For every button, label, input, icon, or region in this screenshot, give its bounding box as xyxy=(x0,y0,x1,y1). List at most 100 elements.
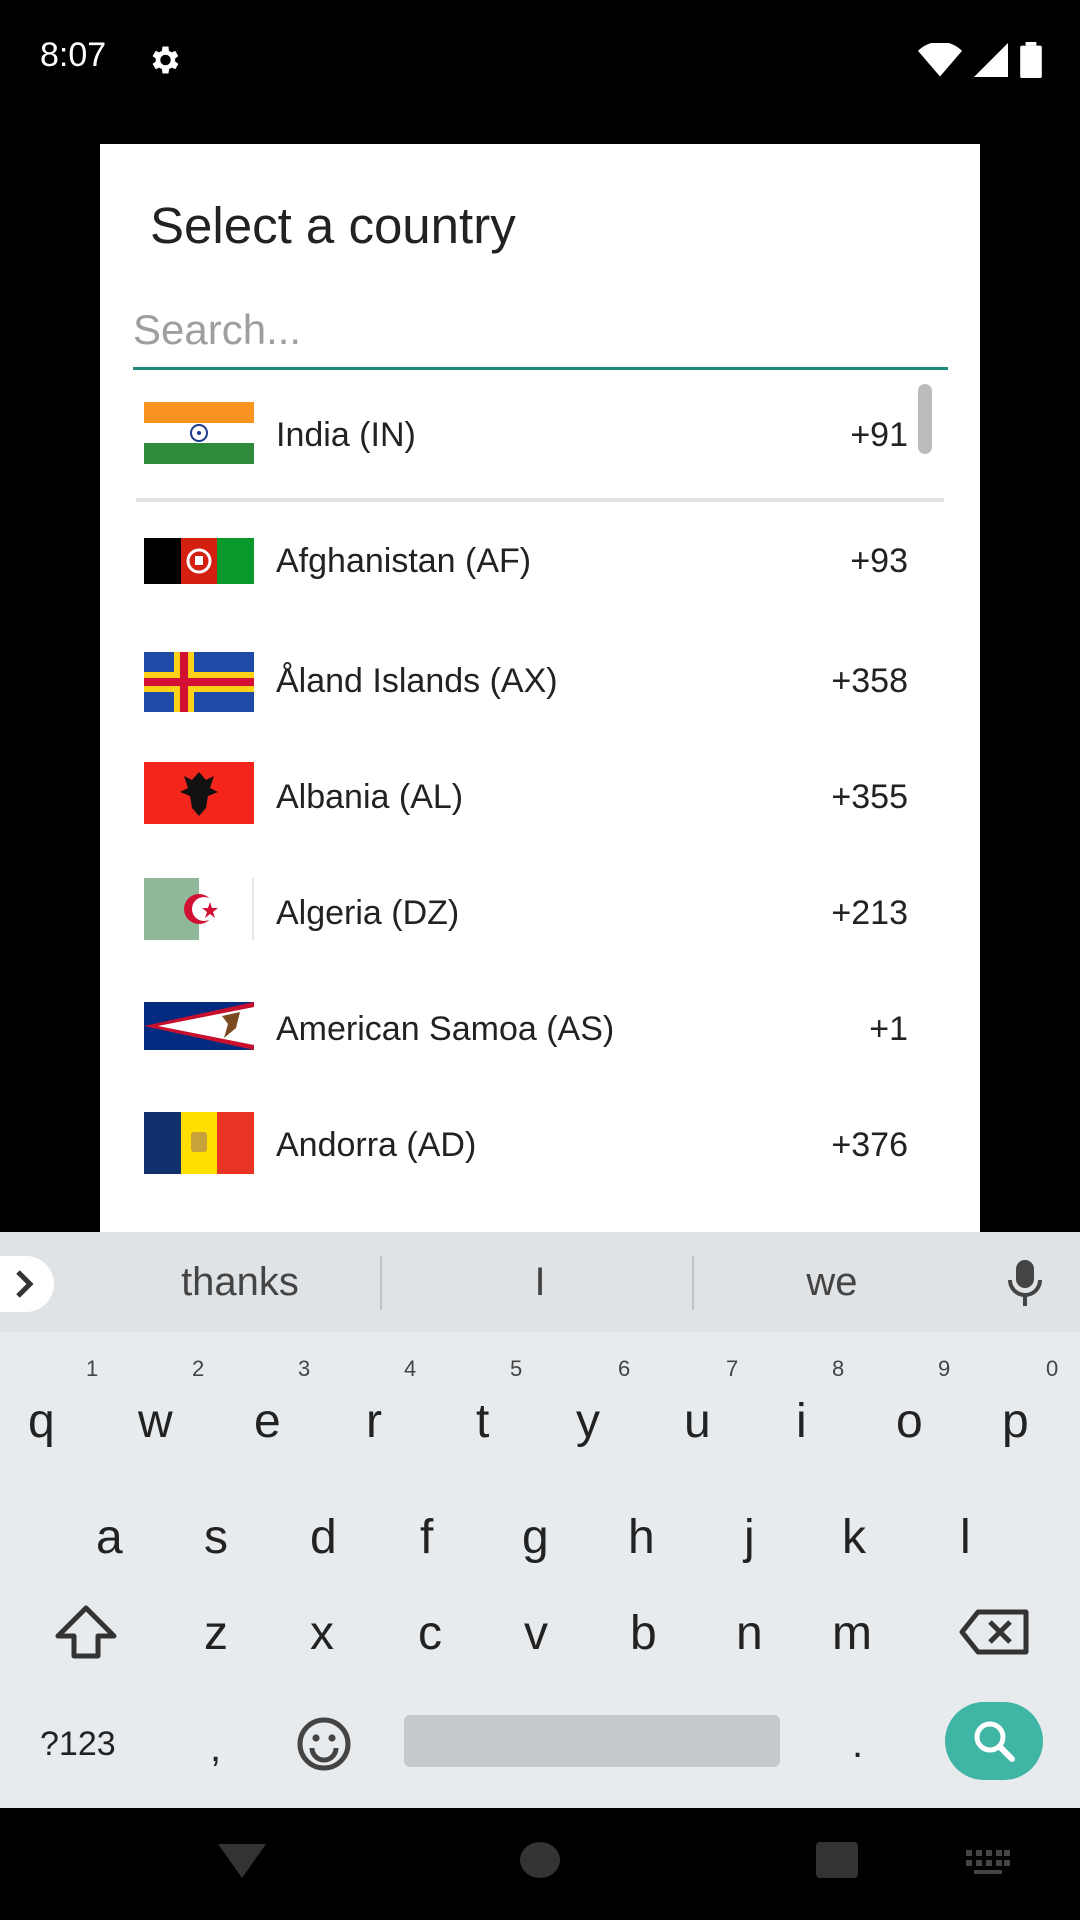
country-name: Afghanistan (AF) xyxy=(276,542,532,580)
key-g[interactable]: g xyxy=(522,1511,549,1564)
country-row-afghanistan[interactable]: Afghanistan (AF) +93 xyxy=(100,504,980,620)
key-b[interactable]: b xyxy=(630,1607,657,1660)
status-icons xyxy=(918,42,1042,78)
country-name: Åland Islands (AX) xyxy=(276,662,558,700)
soft-keyboard: thanks I we q 1 w 2 e 3 r 4 t 5 y 6 u 7 … xyxy=(0,1232,1080,1808)
country-row-albania[interactable]: Albania (AL) +355 xyxy=(100,736,980,852)
emoji-icon[interactable] xyxy=(296,1716,352,1772)
recents-icon[interactable] xyxy=(816,1842,858,1878)
flag-andorra-icon xyxy=(144,1112,254,1174)
symbols-key[interactable]: ?123 xyxy=(40,1725,116,1763)
key-hint: 5 xyxy=(510,1356,523,1381)
chevron-right-icon xyxy=(16,1270,34,1298)
country-name: American Samoa (AS) xyxy=(276,1010,615,1048)
dial-code: +358 xyxy=(831,662,908,700)
country-row-andorra[interactable]: Andorra (AD) +376 xyxy=(100,1084,980,1200)
key-hint: 2 xyxy=(192,1356,205,1381)
key-n[interactable]: n xyxy=(736,1607,763,1660)
key-hint: 7 xyxy=(726,1356,739,1381)
key-d[interactable]: d xyxy=(310,1511,337,1564)
key-hint: 4 xyxy=(404,1356,417,1381)
gear-icon xyxy=(152,46,179,74)
flag-albania-icon xyxy=(144,762,254,824)
dial-code: +355 xyxy=(831,778,908,816)
suggestion-separator xyxy=(692,1256,694,1310)
country-name: Algeria (DZ) xyxy=(276,894,460,932)
dial-code: +376 xyxy=(831,1126,908,1164)
suggestion-3[interactable]: we xyxy=(806,1260,858,1304)
key-t[interactable]: t xyxy=(476,1395,490,1448)
navigation-bar xyxy=(0,1808,1080,1920)
key-hint: 3 xyxy=(298,1356,311,1381)
key-y[interactable]: y xyxy=(576,1395,600,1448)
period-key[interactable]: . xyxy=(852,1722,864,1766)
key-hint: 6 xyxy=(618,1356,631,1381)
country-row-american-samoa[interactable]: American Samoa (AS) +1 xyxy=(100,968,980,1084)
shift-icon[interactable] xyxy=(54,1604,118,1664)
country-name: India (IN) xyxy=(276,416,416,454)
key-m[interactable]: m xyxy=(832,1607,872,1660)
flag-afghanistan-icon xyxy=(144,538,254,584)
key-q[interactable]: q xyxy=(28,1395,55,1448)
key-hint: 1 xyxy=(86,1356,99,1381)
country-row-india[interactable]: India (IN) +91 xyxy=(100,380,980,496)
key-j[interactable]: j xyxy=(744,1511,755,1564)
flag-american-samoa-icon xyxy=(144,1002,254,1050)
key-e[interactable]: e xyxy=(254,1395,281,1448)
status-time: 8:07 xyxy=(40,36,107,74)
key-x[interactable]: x xyxy=(310,1607,334,1660)
home-icon[interactable] xyxy=(520,1842,560,1878)
signal-icon xyxy=(974,43,1008,77)
key-k[interactable]: k xyxy=(842,1511,866,1564)
key-s[interactable]: s xyxy=(204,1511,228,1564)
key-hint: 9 xyxy=(938,1356,951,1381)
dial-code: +93 xyxy=(850,542,908,580)
divider xyxy=(136,498,944,502)
key-h[interactable]: h xyxy=(628,1511,655,1564)
suggestion-separator xyxy=(380,1256,382,1310)
search-icon xyxy=(974,1721,1015,1762)
key-l[interactable]: l xyxy=(960,1511,971,1564)
dial-code: +1 xyxy=(869,1010,908,1048)
key-u[interactable]: u xyxy=(684,1395,711,1448)
backspace-icon[interactable] xyxy=(958,1608,1030,1656)
key-f[interactable]: f xyxy=(420,1511,434,1564)
key-p[interactable]: p xyxy=(1002,1395,1029,1448)
suggestion-1[interactable]: thanks xyxy=(181,1260,299,1304)
dial-code: +91 xyxy=(850,416,908,454)
key-c[interactable]: c xyxy=(418,1607,442,1660)
battery-icon xyxy=(1020,42,1042,78)
spacebar[interactable] xyxy=(404,1715,780,1767)
country-row-aland-islands[interactable]: Åland Islands (AX) +358 xyxy=(100,620,980,736)
keyboard-switch-icon[interactable] xyxy=(966,1850,1010,1874)
key-z[interactable]: z xyxy=(204,1607,228,1660)
flag-india-icon xyxy=(144,402,254,464)
country-name: Andorra (AD) xyxy=(276,1126,477,1164)
key-o[interactable]: o xyxy=(896,1395,923,1448)
search-input[interactable] xyxy=(133,296,948,370)
flag-aland-islands-icon xyxy=(144,652,254,712)
back-icon[interactable] xyxy=(218,1844,266,1878)
key-a[interactable]: a xyxy=(96,1511,123,1564)
flag-algeria-icon xyxy=(144,878,254,940)
comma-key[interactable]: , xyxy=(210,1726,222,1770)
key-w[interactable]: w xyxy=(138,1395,173,1448)
country-picker-dialog: Select a country India (IN) +91 Afghanis… xyxy=(100,144,980,1234)
key-hint: 0 xyxy=(1046,1356,1059,1381)
key-r[interactable]: r xyxy=(366,1395,382,1448)
expand-toolbar-button[interactable] xyxy=(0,1256,54,1312)
key-i[interactable]: i xyxy=(796,1395,807,1448)
suggestion-bar: thanks I we xyxy=(0,1232,1080,1332)
dial-code: +213 xyxy=(831,894,908,932)
key-v[interactable]: v xyxy=(524,1607,548,1660)
suggestion-2[interactable]: I xyxy=(534,1260,546,1304)
search-action-key[interactable] xyxy=(945,1702,1043,1780)
dialog-title: Select a country xyxy=(150,197,516,254)
wifi-icon xyxy=(918,43,962,77)
key-hint: 8 xyxy=(832,1356,845,1381)
scrollbar-thumb[interactable] xyxy=(918,384,932,454)
microphone-icon[interactable] xyxy=(1008,1260,1042,1306)
status-bar: 8:07 xyxy=(0,0,1080,114)
country-row-algeria[interactable]: Algeria (DZ) +213 xyxy=(100,852,980,968)
country-name: Albania (AL) xyxy=(276,778,464,816)
